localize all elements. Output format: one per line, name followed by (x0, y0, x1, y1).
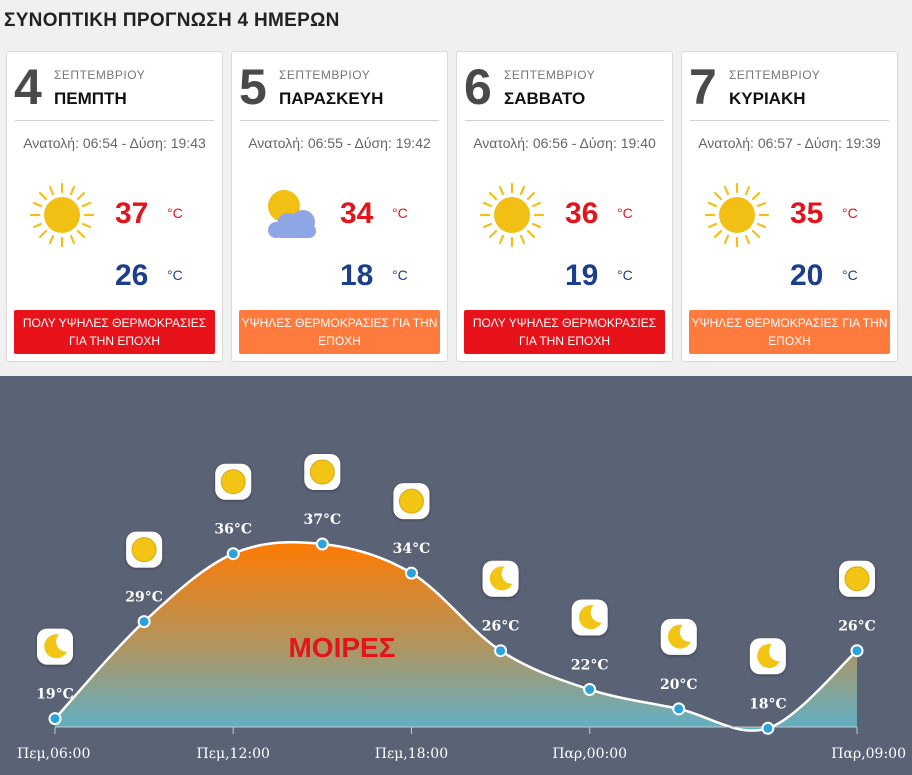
data-point[interactable] (48, 712, 62, 726)
temperature-area (55, 542, 857, 731)
month-label: ΣΕΠΤΕΜΒΡΙΟΥ (54, 68, 146, 82)
min-temp-unit: °C (617, 267, 633, 283)
weekday-label: ΠΕΜΠΤΗ (54, 89, 127, 108)
weekday-label: ΚΥΡΙΑΚΗ (729, 89, 806, 108)
warning-badge: ΠΟΛΥ ΥΨΗΛΕΣ ΘΕΡΜΟΚΡΑΣΙΕΣ ΓΙΑ ΤΗΝ ΕΠΟΧΗ (14, 310, 215, 354)
day-card[interactable]: 6 ΣΕΠΤΕΜΒΡΙΟΥ ΣΑΒΒΑΤΟ Ανατολή: 06:56 - Δ… (456, 51, 673, 362)
warning-badge: ΥΨΗΛΕΣ ΘΕΡΜΟΚΡΑΣΙΕΣ ΓΙΑ ΤΗΝ ΕΠΟΧΗ (239, 310, 440, 354)
data-point[interactable] (761, 721, 775, 735)
data-point[interactable] (583, 683, 597, 696)
data-point[interactable] (315, 537, 329, 551)
warning-badge: ΠΟΛΥ ΥΨΗΛΕΣ ΘΕΡΜΟΚΡΑΣΙΕΣ ΓΙΑ ΤΗΝ ΕΠΟΧΗ (464, 310, 665, 354)
max-temp: 37 (115, 197, 149, 230)
month-label: ΣΕΠΤΕΜΒΡΙΟΥ (729, 68, 821, 82)
sun-icon (27, 180, 97, 250)
partly-cloudy-icon (252, 180, 322, 250)
temp-label: 18°C (749, 696, 787, 712)
max-temp-unit: °C (392, 205, 408, 221)
temp-label: 34°C (393, 541, 431, 557)
min-temp: 20 (790, 259, 824, 292)
max-temp-unit: °C (842, 205, 858, 221)
temperature-line (54, 540, 858, 732)
sunrise-sunset: Ανατολή: 06:54 - Δύση: 19:43 (23, 135, 206, 151)
forecast-cards: 4 ΣΕΠΤΕΜΒΡΙΟΥ ΠΕΜΠΤΗ Ανατολή: 06:54 - Δύ… (6, 51, 906, 369)
chart-watermark: ΜΟΙΡΕΣ (288, 632, 395, 663)
temp-label: 26°C (482, 619, 520, 635)
max-temp-unit: °C (617, 205, 633, 221)
weekday-label: ΠΑΡΑΣΚΕΥΗ (279, 89, 384, 108)
temp-label: 26°C (838, 619, 876, 635)
sunrise-sunset: Ανατολή: 06:57 - Δύση: 19:39 (698, 135, 881, 151)
sun-icon (215, 463, 252, 500)
temperature-chart: ΜΟΙΡΕΣ Πεμ,06:00 Πεμ,12:00 Πεμ,18:00 Παρ,00… (17, 454, 906, 762)
data-point[interactable] (226, 547, 240, 561)
warning-badge: ΥΨΗΛΕΣ ΘΕΡΜΟΚΡΑΣΙΕΣ ΓΙΑ ΤΗΝ ΕΠΟΧΗ (689, 310, 890, 354)
month-label: ΣΕΠΤΕΜΒΡΙΟΥ (279, 68, 371, 82)
min-temp: 26 (115, 259, 149, 292)
divider (465, 120, 664, 121)
x-tick-label: Πεμ,12:00 (197, 746, 270, 762)
x-tick-label: Παρ,09:00 (831, 746, 906, 762)
sun-icon (126, 531, 163, 568)
x-tick-label: Παρ,00:00 (552, 746, 627, 762)
moon-icon (660, 618, 697, 655)
sun-icon (393, 483, 430, 520)
hourly-chart: ΜΟΙΡΕΣ Πεμ,06:00 Πεμ,12:00 Πεμ,18:00 Παρ,00… (0, 376, 912, 775)
data-point[interactable] (404, 566, 418, 580)
temp-label: 20°C (660, 677, 698, 693)
max-temp-unit: °C (167, 205, 183, 221)
moon-icon (37, 628, 73, 665)
day-card[interactable]: 7 ΣΕΠΤΕΜΒΡΙΟΥ ΚΥΡΙΑΚΗ Ανατολή: 06:57 - Δ… (681, 51, 898, 362)
temp-label: 29°C (125, 590, 163, 606)
data-point[interactable] (494, 644, 508, 658)
divider (690, 120, 889, 121)
divider (15, 120, 214, 121)
moon-icon (571, 599, 608, 636)
x-tick-label: Πεμ,06:00 (17, 746, 90, 762)
divider (240, 120, 439, 121)
moon-icon (749, 638, 786, 675)
temp-label: 19°C (36, 687, 74, 703)
min-temp: 18 (340, 259, 374, 292)
max-temp: 35 (790, 197, 824, 230)
max-temp: 36 (565, 197, 599, 230)
sunrise-sunset: Ανατολή: 06:56 - Δύση: 19:40 (473, 135, 656, 151)
day-number: 6 (464, 59, 492, 115)
min-temp-unit: °C (167, 267, 183, 283)
data-point[interactable] (137, 615, 151, 629)
min-temp-unit: °C (392, 267, 408, 283)
data-point[interactable] (850, 644, 864, 658)
min-temp: 19 (565, 259, 599, 292)
sun-icon (702, 180, 772, 250)
x-tick-label: Πεμ,18:00 (375, 746, 448, 762)
sun-icon (304, 454, 341, 490)
temp-label: 36°C (214, 522, 252, 538)
sun-icon (839, 560, 875, 597)
temp-label: 37°C (304, 512, 342, 528)
page-title: ΣΥΝΟΠΤΙΚΗ ΠΡΟΓΝΩΣΗ 4 ΗΜΕΡΩΝ (4, 10, 340, 31)
day-number: 5 (239, 59, 267, 115)
day-card[interactable]: 4 ΣΕΠΤΕΜΒΡΙΟΥ ΠΕΜΠΤΗ Ανατολή: 06:54 - Δύ… (6, 51, 223, 362)
weekday-label: ΣΑΒΒΑΤΟ (504, 89, 586, 108)
sunrise-sunset: Ανατολή: 06:55 - Δύση: 19:42 (248, 135, 431, 151)
temp-label: 22°C (571, 658, 609, 674)
sun-icon (477, 180, 547, 250)
month-label: ΣΕΠΤΕΜΒΡΙΟΥ (504, 68, 596, 82)
day-number: 7 (689, 59, 717, 115)
moon-icon (482, 560, 519, 597)
max-temp: 34 (340, 197, 374, 230)
day-number: 4 (14, 59, 42, 115)
data-point[interactable] (672, 702, 686, 716)
min-temp-unit: °C (842, 267, 858, 283)
day-card[interactable]: 5 ΣΕΠΤΕΜΒΡΙΟΥ ΠΑΡΑΣΚΕΥΗ Ανατολή: 06:55 -… (231, 51, 448, 362)
